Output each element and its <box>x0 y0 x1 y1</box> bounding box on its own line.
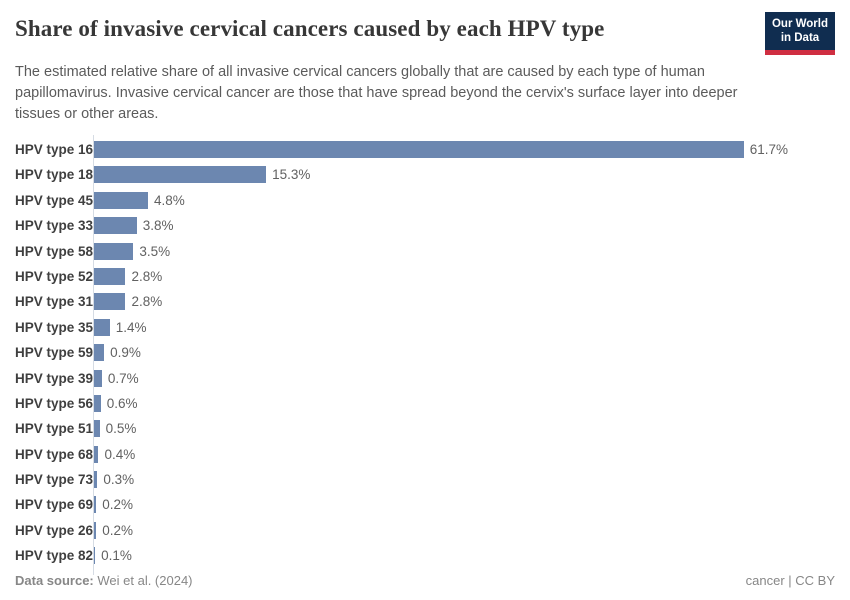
bar[interactable] <box>94 242 134 260</box>
owid-logo-line1: Our World <box>771 18 828 30</box>
bar-track: 0.5% <box>94 420 788 438</box>
value-label: 0.1% <box>101 548 132 564</box>
footer: Data source: Wei et al. (2024) cancer | … <box>15 573 835 588</box>
bar-row: HPV type 73 0.3% <box>15 467 835 492</box>
bar[interactable] <box>94 471 98 489</box>
bar-row: HPV type 35 1.4% <box>15 315 835 340</box>
bar-row: HPV type 58 3.5% <box>15 238 835 263</box>
category-label: HPV type 33 <box>15 218 94 234</box>
category-label: HPV type 51 <box>15 421 94 437</box>
bar-track: 61.7% <box>94 140 788 158</box>
bar-track: 3.8% <box>94 217 788 235</box>
bar-row: HPV type 69 0.2% <box>15 492 835 517</box>
category-label: HPV type 18 <box>15 167 94 183</box>
y-axis-line <box>93 134 94 576</box>
value-label: 0.9% <box>110 345 141 361</box>
value-label: 4.8% <box>153 192 185 208</box>
value-label: 3.5% <box>139 243 171 259</box>
value-label: 1.4% <box>115 319 147 335</box>
bar[interactable] <box>94 445 99 463</box>
owid-logo-line2: in Data <box>780 32 820 45</box>
bar-row: HPV type 56 0.6% <box>15 391 835 416</box>
category-label: HPV type 45 <box>15 192 94 208</box>
bar-track: 2.8% <box>94 267 788 285</box>
bar[interactable] <box>94 521 97 539</box>
category-label: HPV type 82 <box>15 548 94 564</box>
bar[interactable] <box>94 394 101 412</box>
bar[interactable] <box>94 217 137 235</box>
value-label: 61.7% <box>749 141 788 157</box>
bar[interactable] <box>94 166 267 184</box>
data-source-label: Data source: <box>15 573 94 588</box>
bar-row: HPV type 33 3.8% <box>15 213 835 238</box>
category-label: HPV type 35 <box>15 319 94 335</box>
bar-track: 0.9% <box>94 344 788 362</box>
value-label: 2.8% <box>131 268 163 284</box>
bar-track: 15.3% <box>94 166 788 184</box>
category-label: HPV type 16 <box>15 141 94 157</box>
bar[interactable] <box>94 191 148 209</box>
bar-track: 0.1% <box>94 547 788 565</box>
bar-track: 3.5% <box>94 242 788 260</box>
bar[interactable] <box>94 293 126 311</box>
data-source: Data source: Wei et al. (2024) <box>15 573 193 588</box>
category-label: HPV type 52 <box>15 268 94 284</box>
bar-chart: HPV type 16 61.7% HPV type 18 15.3% HPV type… <box>15 134 835 576</box>
value-label: 0.2% <box>102 497 134 513</box>
bar[interactable] <box>94 369 102 387</box>
category-label: HPV type 68 <box>15 446 94 462</box>
bar-row: HPV type 68 0.4% <box>15 441 835 466</box>
bar-track: 0.4% <box>94 445 788 463</box>
data-source-value: Wei et al. (2024) <box>97 573 193 588</box>
value-label: 15.3% <box>272 167 311 183</box>
value-label: 0.6% <box>106 395 138 411</box>
category-label: HPV type 26 <box>15 522 94 538</box>
page-title: Share of invasive cervical cancers cause… <box>15 16 605 41</box>
bar-row: HPV type 82 0.1% <box>15 543 835 568</box>
bar[interactable] <box>94 267 126 285</box>
category-label: HPV type 59 <box>15 345 94 361</box>
bar-row: HPV type 52 2.8% <box>15 264 835 289</box>
value-label: 0.7% <box>107 370 139 386</box>
category-label: HPV type 56 <box>15 395 94 411</box>
bar-track: 0.6% <box>94 394 788 412</box>
chart-subtitle: The estimated relative share of all inva… <box>15 63 738 122</box>
license-note[interactable]: cancer | CC BY <box>745 573 835 588</box>
bar-track: 0.7% <box>94 369 788 387</box>
header: Share of invasive cervical cancers cause… <box>15 10 835 55</box>
bar-row: HPV type 39 0.7% <box>15 365 835 390</box>
value-label: 2.8% <box>131 294 163 310</box>
bar[interactable] <box>94 318 110 336</box>
bar-track: 1.4% <box>94 318 788 336</box>
category-label: HPV type 58 <box>15 243 94 259</box>
owid-logo[interactable]: Our World in Data <box>765 12 835 55</box>
category-label: HPV type 73 <box>15 472 94 488</box>
bar-track: 0.3% <box>94 471 788 489</box>
category-label: HPV type 69 <box>15 497 94 513</box>
bar-track: 2.8% <box>94 293 788 311</box>
bar-track: 0.2% <box>94 521 788 539</box>
bar-row: HPV type 16 61.7% <box>15 137 835 162</box>
bar[interactable] <box>94 420 100 438</box>
value-label: 3.8% <box>142 218 174 234</box>
bar-row: HPV type 59 0.9% <box>15 340 835 365</box>
value-label: 0.3% <box>103 472 135 488</box>
value-label: 0.4% <box>104 446 136 462</box>
bar-row: HPV type 18 15.3% <box>15 162 835 187</box>
category-label: HPV type 31 <box>15 294 94 310</box>
value-label: 0.5% <box>105 421 137 437</box>
bar[interactable] <box>94 496 97 514</box>
bar-row: HPV type 26 0.2% <box>15 518 835 543</box>
bar-track: 4.8% <box>94 191 788 209</box>
bar-row: HPV type 51 0.5% <box>15 416 835 441</box>
bar-row: HPV type 31 2.8% <box>15 289 835 314</box>
category-label: HPV type 39 <box>15 370 94 386</box>
bar[interactable] <box>94 344 105 362</box>
bar-row: HPV type 45 4.8% <box>15 188 835 213</box>
bar-track: 0.2% <box>94 496 788 514</box>
value-label: 0.2% <box>102 522 134 538</box>
bar[interactable] <box>94 140 744 158</box>
bar[interactable] <box>94 547 96 565</box>
